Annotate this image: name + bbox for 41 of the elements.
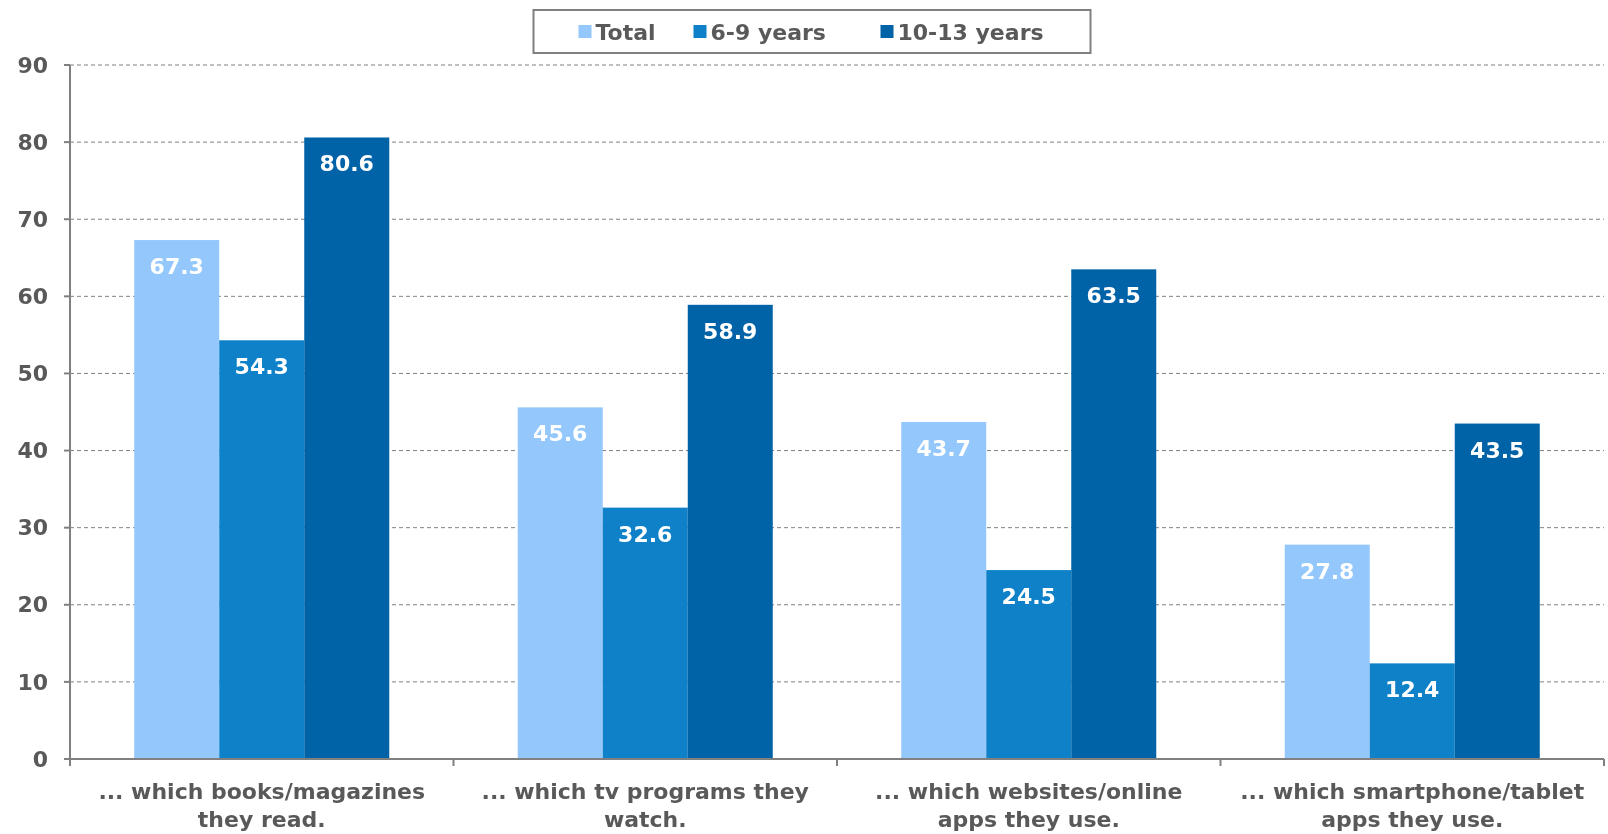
y-tick-label: 40 xyxy=(17,438,48,464)
legend-label: 10-13 years xyxy=(897,19,1044,45)
data-label: 80.6 xyxy=(319,151,374,177)
data-label: 12.4 xyxy=(1385,677,1440,703)
x-tick-label: ... which tv programs they watch. xyxy=(481,779,809,832)
data-label: 27.8 xyxy=(1300,558,1355,584)
bar xyxy=(1071,269,1157,759)
data-label: 43.5 xyxy=(1470,437,1525,463)
y-tick-label: 0 xyxy=(32,746,48,772)
data-label: 45.6 xyxy=(533,421,588,447)
y-tick-label: 20 xyxy=(17,592,48,618)
bar xyxy=(219,340,305,759)
y-tick-label: 90 xyxy=(17,52,48,78)
data-label: 67.3 xyxy=(149,254,204,280)
bar xyxy=(687,304,773,759)
x-tick-label: ... which smartphone/tablet apps they use. xyxy=(1240,779,1585,832)
bar xyxy=(986,570,1072,759)
x-tick-label: ... which books/magazines they read. xyxy=(98,779,426,832)
bar xyxy=(1284,544,1370,759)
data-label: 32.6 xyxy=(618,521,673,547)
bar xyxy=(1454,423,1540,759)
legend-label: Total xyxy=(595,19,656,45)
legend-label: 6-9 years xyxy=(710,19,826,45)
data-label: 54.3 xyxy=(234,354,289,380)
y-tick-label: 80 xyxy=(17,129,48,155)
bar xyxy=(517,407,603,759)
bar xyxy=(134,240,220,759)
y-tick-label: 30 xyxy=(17,515,48,541)
x-tick-label: ... which websites/online apps they use. xyxy=(875,779,1183,832)
bar xyxy=(901,422,987,759)
y-tick-label: 70 xyxy=(17,206,48,232)
data-label: 24.5 xyxy=(1001,584,1056,610)
bar xyxy=(1369,663,1455,759)
data-label: 43.7 xyxy=(916,436,971,462)
bar xyxy=(304,137,390,759)
y-tick-label: 10 xyxy=(17,669,48,695)
data-label: 58.9 xyxy=(703,318,758,344)
y-tick-label: 60 xyxy=(17,284,48,310)
bar xyxy=(602,507,688,759)
y-tick-label: 50 xyxy=(17,361,48,387)
data-label: 63.5 xyxy=(1086,283,1141,309)
